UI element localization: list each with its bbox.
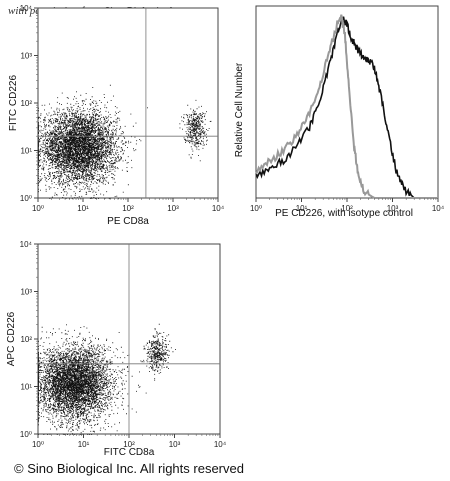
- plot-frame: [37, 7, 219, 199]
- x-tick-label: 10⁴: [212, 204, 225, 213]
- y-tick-label: 10³: [20, 52, 32, 61]
- y-tick-label: 10¹: [20, 383, 32, 392]
- y-tick-label: 10⁴: [20, 240, 33, 249]
- x-tick-label: 10²: [123, 440, 135, 449]
- y-axis-label: APC CD226: [6, 311, 17, 366]
- y-tick-label: 10³: [20, 288, 32, 297]
- y-tick-label: 10²: [20, 99, 32, 108]
- x-tick-label: 10⁴: [214, 440, 227, 449]
- x-tick-label: 10⁴: [432, 204, 445, 213]
- x-axis-label: FITC CD8a: [104, 447, 155, 458]
- sample-histogram-curve: [255, 16, 438, 199]
- x-tick-label: 10⁰: [250, 204, 262, 213]
- x-axis-label: PE CD8a: [107, 216, 149, 227]
- x-tick-label: 10⁰: [32, 204, 44, 213]
- histogram-cd226: 10⁰ 10¹ 10² 10³ 10⁴ PE CD226, with isotype c…: [234, 5, 445, 219]
- plot-frame: [255, 5, 439, 199]
- event-dots: [38, 323, 176, 435]
- x-axis-label: PE CD226, with isotype control: [275, 208, 413, 219]
- x-tick-label: 10¹: [77, 204, 89, 213]
- isotype-control-curve: [255, 14, 438, 199]
- event-dots: [38, 84, 212, 199]
- copyright-notice: © Sino Biological Inc. All rights reserv…: [14, 461, 244, 476]
- y-tick-label: 10²: [20, 335, 32, 344]
- y-tick-label: 10⁰: [20, 430, 32, 439]
- x-tick-label: 10¹: [78, 440, 90, 449]
- y-axis-label: FITC CD226: [8, 75, 19, 132]
- x-tick-label: 10⁰: [32, 440, 44, 449]
- x-tick-label: 10²: [341, 204, 353, 213]
- y-tick-label: 10⁴: [20, 4, 33, 13]
- x-tick-label: 10¹: [296, 204, 308, 213]
- x-tick-label: 10³: [167, 204, 179, 213]
- y-tick-label: 10¹: [20, 147, 32, 156]
- y-axis-label: Relative Cell Number: [234, 62, 245, 157]
- y-tick-label: 10⁰: [20, 194, 32, 203]
- x-tick-label: 10²: [122, 204, 134, 213]
- x-tick-label: 10³: [169, 440, 181, 449]
- event-points: [38, 84, 212, 199]
- event-points: [38, 323, 176, 435]
- x-tick-label: 10³: [387, 204, 399, 213]
- scatter-plot-apc-cd226-vs-fitc-cd8a: 10⁰ 10¹ 10² 10³ 10⁴ 10⁰ 10¹ 10² 10³ 10⁴ FITC CD8…: [6, 240, 227, 458]
